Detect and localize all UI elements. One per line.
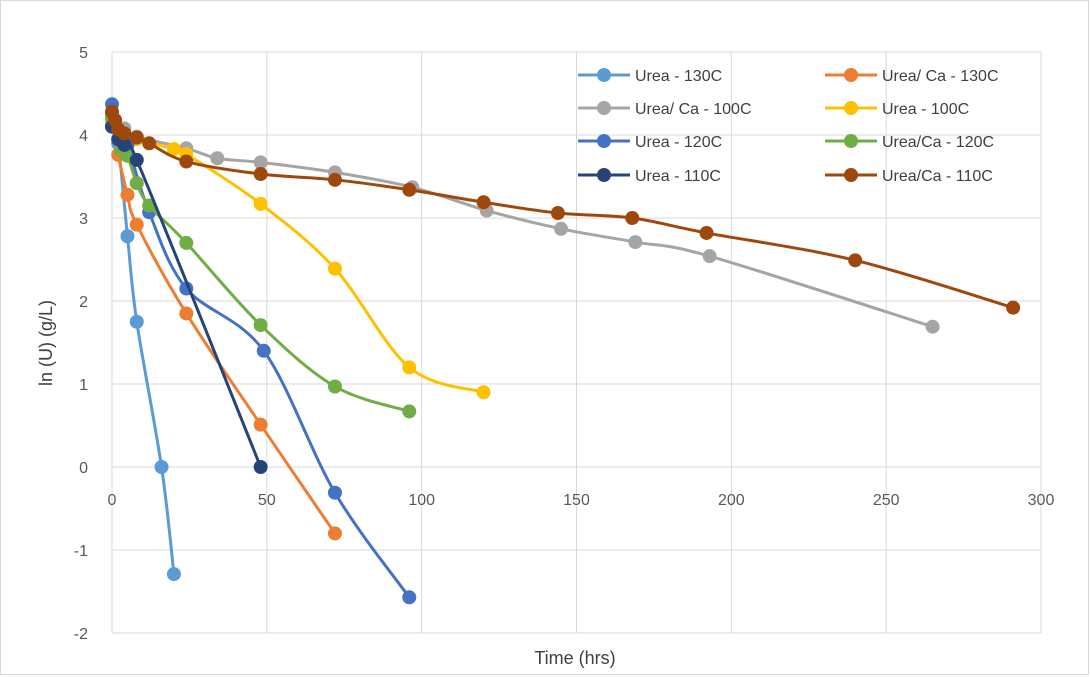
data-point [120, 187, 135, 202]
data-point [402, 182, 417, 197]
data-point [702, 249, 717, 264]
x-tick-label: 100 [408, 492, 435, 509]
legend-label: Urea - 130C [635, 68, 722, 85]
legend-entry: Urea/Ca - 110C [825, 168, 993, 185]
series-4 [105, 115, 491, 400]
y-tick-label: -1 [74, 543, 88, 560]
data-point [327, 526, 342, 541]
series-line [110, 112, 935, 329]
data-point [253, 460, 268, 474]
data-point [1006, 300, 1021, 315]
legend-label: Urea - 110C [635, 168, 721, 185]
y-axis-title: ln (U) (g/L) [36, 300, 56, 386]
x-tick-label: 300 [1028, 492, 1055, 509]
legend-marker [844, 101, 858, 115]
data-point [253, 417, 268, 432]
data-point [179, 154, 194, 169]
legend-entry: Urea - 110C [578, 168, 721, 185]
legend-entry: Urea/ Ca - 130C [825, 68, 999, 85]
series-8 [105, 104, 1021, 315]
data-point [166, 142, 181, 157]
data-point [179, 235, 194, 250]
data-point [129, 217, 144, 232]
data-point [476, 195, 491, 210]
gridlines [111, 51, 1042, 634]
y-tick-label: 3 [79, 211, 88, 228]
data-point [117, 126, 132, 141]
data-point [327, 485, 342, 500]
legend-entry: Urea/ Ca - 100C [578, 101, 752, 118]
data-point [129, 130, 144, 145]
data-point [179, 306, 194, 321]
legend-entry: Urea - 120C [578, 134, 722, 151]
x-axis-title: Time (hrs) [534, 648, 615, 668]
data-point [142, 136, 157, 151]
data-point [154, 460, 169, 474]
data-point [925, 319, 940, 334]
series-3 [105, 107, 940, 334]
data-point [256, 343, 271, 358]
data-point [129, 314, 144, 329]
data-point [402, 360, 417, 375]
x-tick-label: 250 [873, 492, 900, 509]
data-point [129, 176, 144, 191]
data-point [554, 221, 569, 236]
x-tick-label: 150 [563, 492, 590, 509]
data-point [327, 172, 342, 187]
legend-marker [844, 68, 858, 82]
legend-label: Urea/ Ca - 130C [882, 68, 999, 85]
series-6 [105, 111, 417, 419]
y-tick-label: 1 [79, 377, 88, 394]
legend-entry: Urea - 100C [825, 101, 969, 118]
data-point [402, 404, 417, 419]
y-tick-label: 5 [79, 45, 88, 62]
data-point [210, 151, 225, 166]
legend-label: Urea - 100C [882, 101, 969, 118]
data-point [327, 261, 342, 276]
data-point [253, 196, 268, 211]
x-tick-label: 0 [108, 492, 117, 509]
legend-marker [597, 101, 611, 115]
data-point [120, 229, 135, 244]
data-point [129, 152, 144, 167]
data-point [327, 379, 342, 394]
data-point [117, 137, 132, 152]
y-tick-label: 4 [79, 128, 88, 145]
x-tick-label: 200 [718, 492, 745, 509]
data-point [253, 155, 268, 170]
legend: Urea - 130C Urea/ Ca - 130C Urea/ Ca - 100… [578, 68, 999, 185]
legend-label: Urea - 120C [635, 134, 722, 151]
data-point [253, 167, 268, 182]
data-point [402, 590, 417, 605]
data-point [166, 567, 181, 582]
y-tick-label: 2 [79, 294, 88, 311]
data-point [699, 225, 714, 240]
legend-marker [597, 68, 611, 82]
legend-marker [844, 134, 858, 148]
data-point [625, 211, 640, 225]
series-group [105, 97, 1021, 605]
data-point [550, 206, 565, 221]
legend-marker [597, 168, 611, 182]
legend-entry: Urea/Ca - 120C [825, 134, 994, 151]
x-tick-label: 50 [258, 492, 276, 509]
legend-label: Urea/Ca - 120C [882, 134, 994, 151]
legend-marker [844, 168, 858, 182]
data-point [253, 318, 268, 333]
legend-marker [597, 134, 611, 148]
legend-label: Urea/Ca - 110C [882, 168, 993, 185]
y-tick-label: 0 [79, 460, 88, 477]
data-point [848, 253, 863, 268]
legend-entry: Urea - 130C [578, 68, 722, 85]
legend-label: Urea/ Ca - 100C [635, 101, 752, 118]
data-point [476, 385, 491, 400]
data-point [628, 235, 643, 250]
y-tick-label: -2 [74, 626, 88, 643]
